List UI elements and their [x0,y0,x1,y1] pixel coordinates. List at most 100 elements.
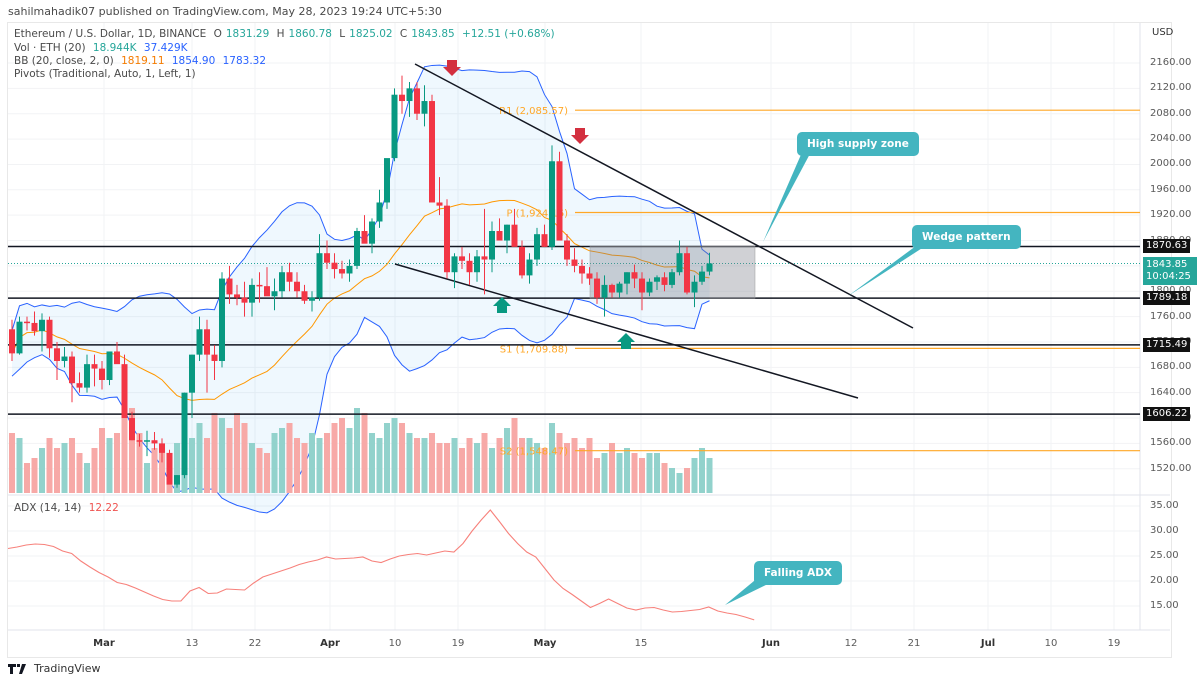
volume-bar [361,413,368,493]
candle-body [76,383,83,388]
bb-basis-line [11,199,710,401]
volume-bar [474,443,480,493]
candle-body [211,354,218,361]
volume-bar [76,453,83,493]
volume-bar [136,433,143,493]
candle-body [534,234,540,260]
last-price: 1843.85 [1146,259,1188,270]
level-price-label: 1789.18 [1143,291,1191,306]
candle-body [174,475,180,485]
volume-bar [414,438,420,493]
volume-ma-value: 37.429K [143,42,188,54]
volume-bar [174,443,180,493]
candle-body [376,202,383,222]
volume-bar [376,438,383,493]
volume-bar [489,448,495,493]
candle-body [256,284,263,287]
candle-body [624,272,630,284]
volume-bar [451,438,458,493]
volume-bar [684,468,690,493]
time-tick: 19 [1107,638,1121,649]
volume-bar [219,418,225,493]
time-tick: 21 [907,638,921,649]
down-arrow-icon [571,128,589,144]
candle-body [369,221,375,244]
candle-body [586,273,593,279]
candle-body [91,364,98,369]
candle-body [301,291,308,301]
candle-body [189,354,195,393]
candle-body [384,158,390,203]
volume-bar [639,458,645,493]
candle-body [136,440,143,442]
legend-pivots-row[interactable]: Pivots (Traditional, Auto, 1, Left, 1) [14,68,200,80]
change-value: +12.51 (+0.68%) [462,28,555,40]
candle-body [706,263,713,272]
price-tick: 1960.00 [1150,183,1192,195]
wedge-upper-trendline [414,63,914,329]
adx-tick: 35.00 [1150,500,1179,511]
time-tick: Jul [980,638,996,649]
time-tick: 10 [1044,638,1058,649]
candle-body [564,240,570,260]
candle-body [646,281,653,293]
volume-bar [16,438,23,493]
price-tick: 2000.00 [1150,158,1192,170]
volume-bar [444,443,450,493]
high-label: H [276,28,285,40]
candle-body [286,272,293,282]
candle-body [444,205,450,273]
volume-bar [609,443,615,493]
candle-body [474,256,480,273]
adx-label: ADX (14, 14) [14,502,82,514]
candle-body [699,271,705,282]
candle-body [241,297,248,303]
volume-bar [316,438,323,493]
callout-falling-adx[interactable]: Falling ADX [754,561,843,585]
volume-bar [399,423,405,493]
volume-bar [691,458,698,493]
callout-high-supply-zone[interactable]: High supply zone [797,132,919,156]
publisher-line: sahilmahadik07 published on TradingView.… [8,5,442,18]
volume-bar [69,438,75,493]
candle-body [339,269,345,274]
volume-bar [459,448,465,493]
callout-tail [848,243,930,296]
callout-tail [763,150,812,242]
bb-basis-value: 1819.11 [121,55,165,67]
volume-bar [46,438,53,493]
adx-tick: 25.00 [1150,550,1179,561]
symbol-name: Ethereum / U.S. Dollar, 1D, BINANCE [14,28,207,40]
pivot-label: S1 (1,709.88) [500,344,568,355]
callout-wedge-pattern[interactable]: Wedge pattern [912,225,1021,249]
time-tick: 22 [248,638,262,649]
adx-tick: 20.00 [1150,575,1179,586]
candle-body [541,234,548,247]
bb-upper-line [11,64,710,331]
volume-bar [421,438,428,493]
volume-value: 18.944K [92,42,137,54]
candle-body [46,319,53,349]
volume-bar [286,423,293,493]
volume-bar [534,443,540,493]
volume-bar [189,438,195,493]
candle-body [676,253,683,273]
low-label: L [339,28,346,40]
volume-bar [481,433,488,493]
candle-body [159,443,165,453]
volume-bar [339,418,345,493]
volume-bar [211,413,218,493]
time-tick: 12 [844,638,858,649]
bb-lower-line [11,297,710,514]
tradingview-logo[interactable]: TradingView [8,662,100,675]
volume-bar [324,433,330,493]
legend-volume-row[interactable]: Vol · ETH (20) 18.944K 37.429K [14,42,192,54]
candle-body [181,392,188,476]
legend-adx-row[interactable]: ADX (14, 14) 12.22 [14,502,123,514]
candle-body [459,256,465,261]
candle-body [571,259,578,266]
volume-bar [354,408,360,493]
legend-bb-row[interactable]: BB (20, close, 2, 0) 1819.11 1854.90 178… [14,55,270,67]
candle-body [39,319,45,332]
